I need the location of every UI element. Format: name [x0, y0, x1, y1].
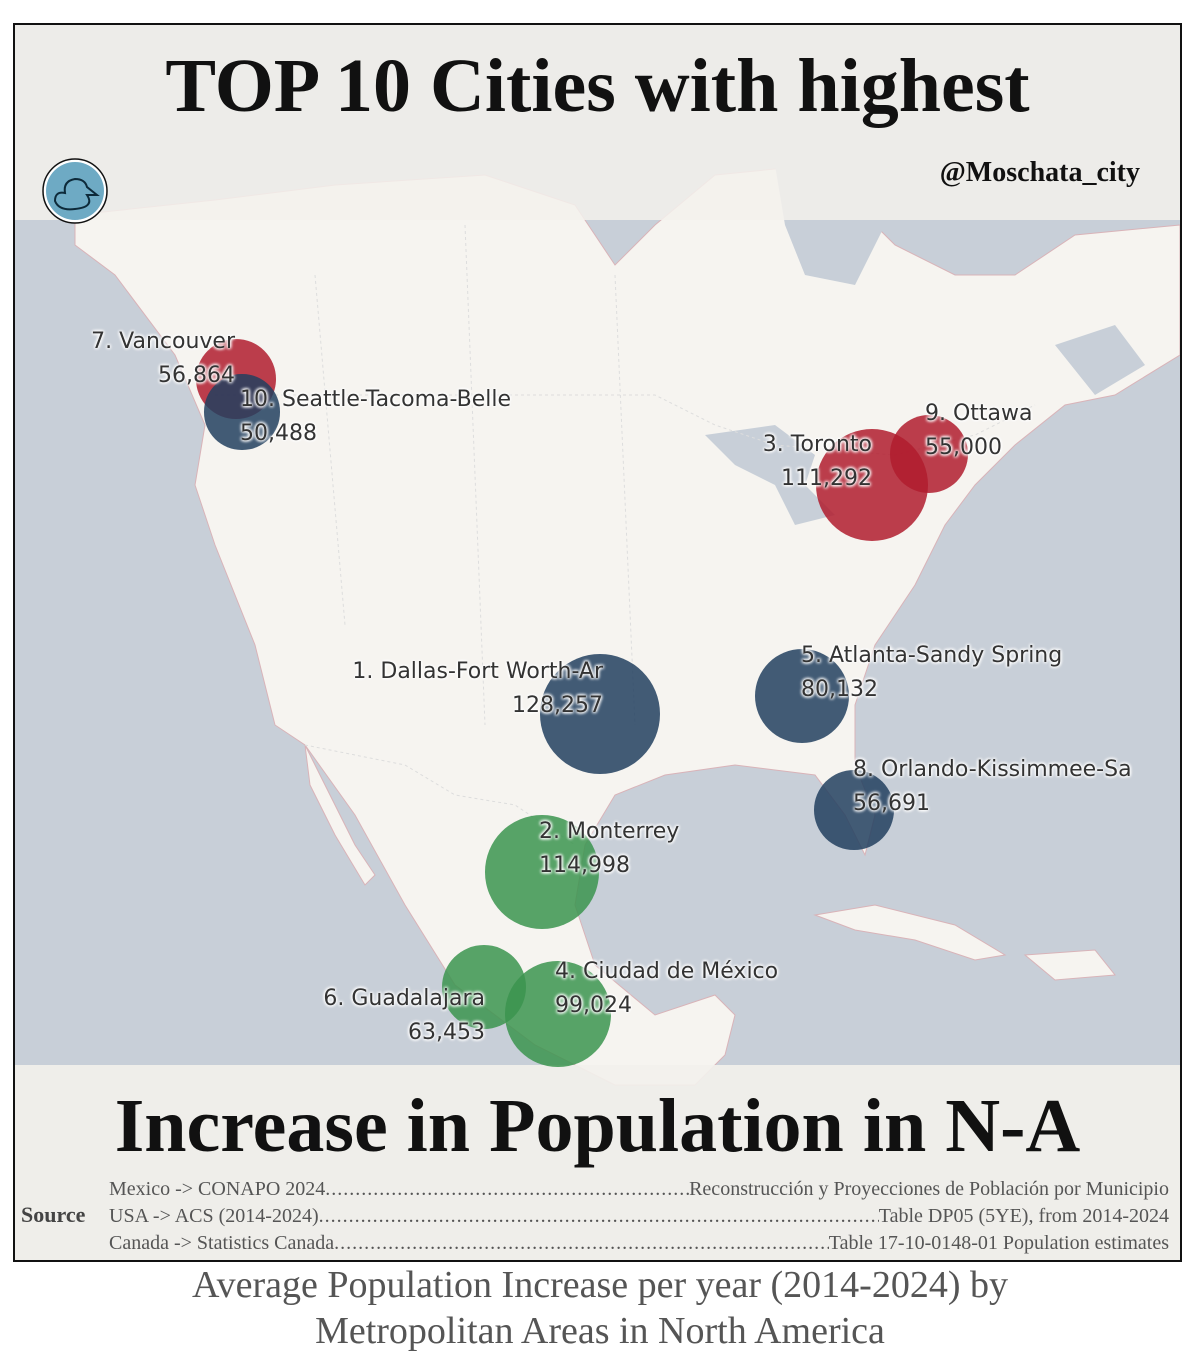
city-label-1: 1. Dallas-Fort Worth-Ar 128,257: [333, 655, 603, 723]
city-name: 2. Monterrey: [539, 819, 680, 844]
source-row-usa: USA -> ACS (2014-2024) Table DP05 (5YE), …: [109, 1205, 1169, 1228]
city-bubble-10[interactable]: [204, 374, 280, 450]
hispaniola: [1023, 949, 1116, 981]
source-row-canada: Canada -> Statistics Canada Table 17-10-0…: [109, 1232, 1169, 1255]
city-bubble-1[interactable]: [540, 654, 660, 774]
title-top: TOP 10 Cities with highest: [165, 44, 1030, 128]
city-value: 99,024: [555, 993, 632, 1018]
great-lakes: [705, 425, 835, 525]
city-label-10: 10. Seattle-Tacoma-Belle 50,488: [240, 383, 511, 451]
city-name: 6. Guadalajara: [323, 986, 485, 1011]
source-label: Source: [21, 1202, 86, 1227]
city-name: 3. Toronto: [762, 432, 872, 457]
source-row-mexico: Mexico -> CONAPO 2024 Reconstrucción y Pr…: [109, 1178, 1169, 1201]
city-value: 56,864: [158, 363, 235, 388]
city-value: 56,691: [853, 791, 930, 816]
city-bubble-8[interactable]: [814, 770, 894, 850]
source-right: Table 17-10-0148-01 Population estimates: [828, 1232, 1169, 1254]
city-value: 80,132: [801, 677, 878, 702]
subtitle: Average Population Increase per year (20…: [0, 1262, 1200, 1354]
city-name: 10. Seattle-Tacoma-Belle: [240, 387, 512, 412]
author-handle: @Moschata_city: [939, 157, 1140, 188]
source-left: Mexico -> CONAPO 2024: [109, 1178, 326, 1200]
city-bubble-5[interactable]: [754, 648, 850, 744]
city-label-4: 4. Ciudad de México 99,024: [555, 955, 778, 1023]
city-name: 4. Ciudad de México: [555, 959, 779, 984]
city-label-2: 2. Monterrey 114,998: [539, 815, 679, 883]
city-value: 55,000: [925, 435, 1002, 460]
source-right: Reconstrucción y Proyecciones de Poblaci…: [689, 1178, 1169, 1200]
city-value: 111,292: [781, 466, 872, 491]
city-label-3: 3. Toronto 111,292: [750, 428, 872, 496]
borders: [215, 224, 1036, 846]
source-left: USA -> ACS (2014-2024): [109, 1205, 319, 1227]
city-label-5: 5. Atlanta-Sandy Spring 80,132: [801, 639, 1062, 707]
city-value: 128,257: [512, 693, 603, 718]
city-value: 114,998: [539, 853, 630, 878]
gulf-of-saint-lawrence: [1055, 325, 1145, 395]
source-right: Table DP05 (5YE), from 2014-2024: [878, 1205, 1169, 1227]
map-frame: TOP 10 Cities with highest @Moschata_cit…: [13, 23, 1182, 1262]
duck-logo-icon: [42, 158, 108, 224]
source-left: Canada -> Statistics Canada: [109, 1232, 335, 1254]
city-name: 9. Ottawa: [925, 401, 1033, 426]
city-label-7: 7. Vancouver 56,864: [75, 325, 235, 393]
city-name: 7. Vancouver: [91, 329, 235, 354]
city-name: 8. Orlando-Kissimmee-Sa: [853, 757, 1132, 782]
city-label-9: 9. Ottawa 55,000: [925, 397, 1033, 465]
base-map: [15, 25, 1180, 1260]
title-bottom: Increase in Population in N-A: [114, 1084, 1081, 1168]
city-label-6: 6. Guadalajara 63,453: [245, 982, 485, 1050]
city-label-8: 8. Orlando-Kissimmee-Sa 56,691: [853, 753, 1132, 821]
city-bubble-9[interactable]: [889, 414, 969, 494]
city-name: 5. Atlanta-Sandy Spring: [801, 643, 1063, 668]
baja-california: [304, 744, 376, 886]
city-bubble-2[interactable]: [485, 815, 599, 929]
subtitle-line-1: Average Population Increase per year (20…: [192, 1264, 1008, 1306]
city-bubble-6[interactable]: [441, 944, 527, 1030]
subtitle-line-2: Metropolitan Areas in North America: [315, 1310, 885, 1352]
cuba: [813, 904, 1007, 961]
city-value: 50,488: [240, 421, 317, 446]
city-name: 1. Dallas-Fort Worth-Ar: [352, 659, 603, 684]
city-value: 63,453: [408, 1020, 485, 1045]
